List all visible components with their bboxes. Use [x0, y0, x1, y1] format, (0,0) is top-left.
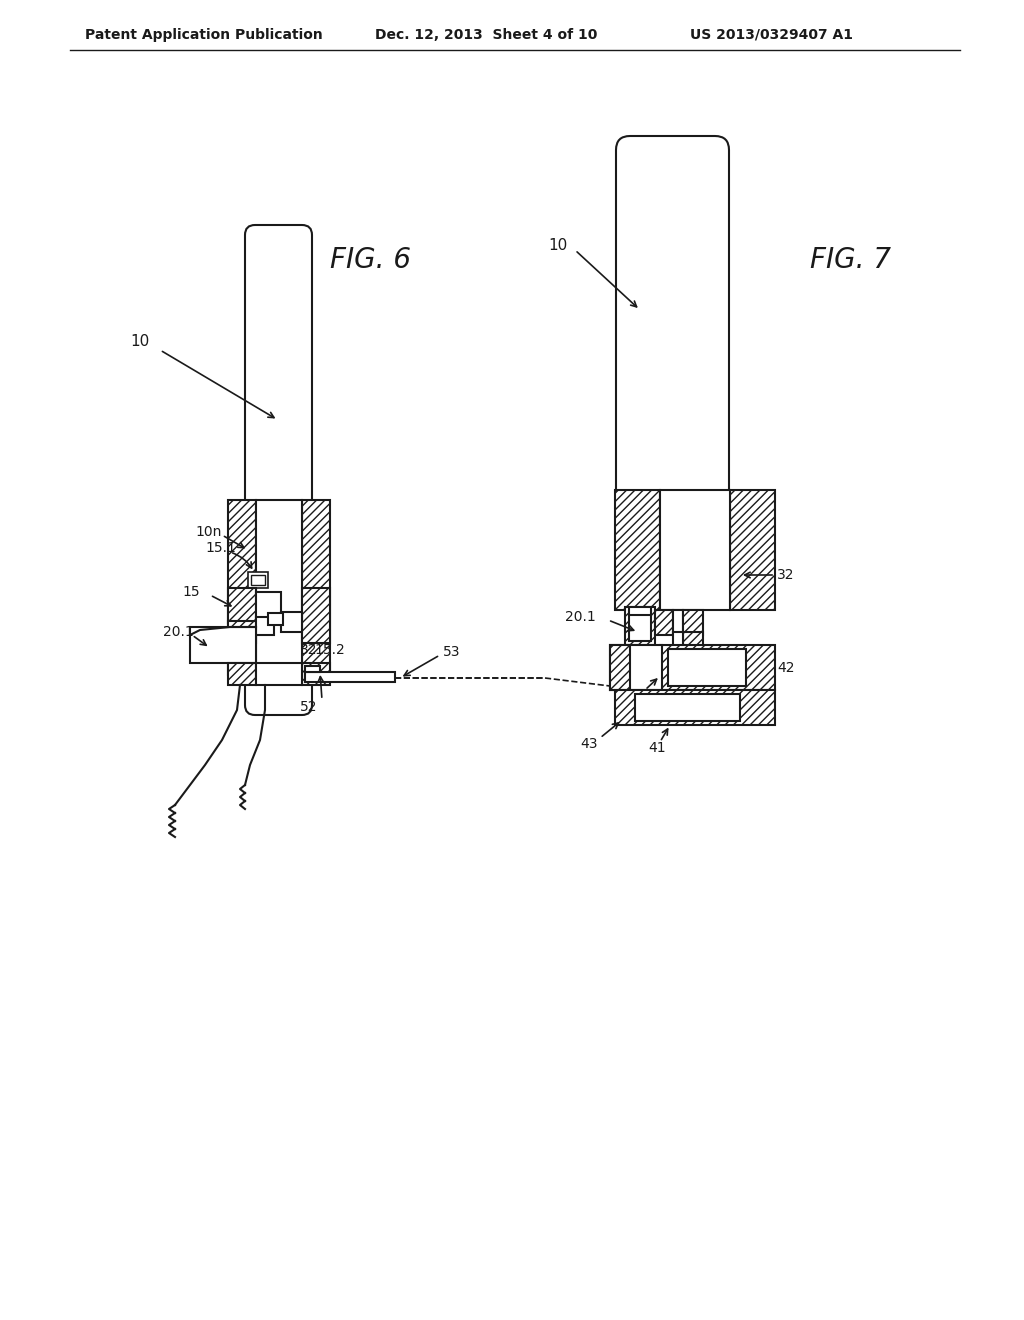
- Bar: [683, 632, 703, 660]
- Bar: [673, 610, 683, 635]
- Text: US 2013/0329407 A1: US 2013/0329407 A1: [690, 28, 853, 42]
- Bar: [625, 607, 655, 645]
- Text: 20.1: 20.1: [565, 610, 596, 624]
- Bar: [660, 645, 775, 690]
- Bar: [615, 690, 775, 725]
- Text: Dec. 12, 2013  Sheet 4 of 10: Dec. 12, 2013 Sheet 4 of 10: [375, 28, 597, 42]
- Text: 15.2: 15.2: [314, 643, 345, 657]
- Text: 15.1: 15.1: [205, 541, 236, 554]
- Bar: [610, 645, 630, 690]
- Bar: [302, 500, 330, 675]
- Text: FIG. 7: FIG. 7: [810, 246, 891, 275]
- Bar: [256, 616, 274, 635]
- Bar: [251, 576, 265, 585]
- Text: 52: 52: [300, 700, 317, 714]
- Bar: [302, 587, 330, 643]
- FancyBboxPatch shape: [616, 136, 729, 504]
- Text: 10n: 10n: [195, 525, 221, 539]
- Bar: [305, 667, 319, 672]
- Text: 10: 10: [130, 334, 150, 350]
- Text: 53: 53: [443, 645, 461, 659]
- Bar: [629, 611, 651, 642]
- Text: 32: 32: [777, 568, 795, 582]
- Bar: [228, 587, 256, 623]
- Bar: [248, 572, 268, 587]
- Bar: [683, 610, 703, 635]
- Bar: [302, 663, 330, 685]
- Text: FIG. 6: FIG. 6: [330, 246, 411, 275]
- Text: 32: 32: [300, 643, 317, 657]
- Bar: [615, 490, 660, 610]
- Bar: [730, 490, 775, 610]
- Text: 42: 42: [777, 661, 795, 675]
- Bar: [281, 612, 302, 632]
- Text: 41: 41: [648, 741, 666, 755]
- Bar: [268, 612, 283, 624]
- Bar: [190, 627, 256, 663]
- Bar: [610, 645, 662, 690]
- Bar: [673, 632, 683, 660]
- Bar: [228, 663, 256, 685]
- Bar: [305, 672, 395, 682]
- Bar: [256, 663, 302, 685]
- Text: 20.1: 20.1: [163, 624, 194, 639]
- Text: Patent Application Publication: Patent Application Publication: [85, 28, 323, 42]
- Bar: [635, 694, 740, 721]
- Bar: [256, 500, 302, 675]
- Bar: [655, 610, 673, 635]
- Text: 10: 10: [548, 238, 567, 252]
- Bar: [629, 607, 651, 615]
- Text: 15: 15: [182, 585, 200, 599]
- Text: 32: 32: [631, 689, 648, 704]
- Bar: [228, 500, 256, 675]
- Bar: [256, 591, 281, 620]
- Text: 43: 43: [580, 737, 597, 751]
- FancyBboxPatch shape: [245, 224, 312, 715]
- Bar: [660, 490, 730, 610]
- Bar: [668, 649, 746, 686]
- Bar: [228, 620, 256, 643]
